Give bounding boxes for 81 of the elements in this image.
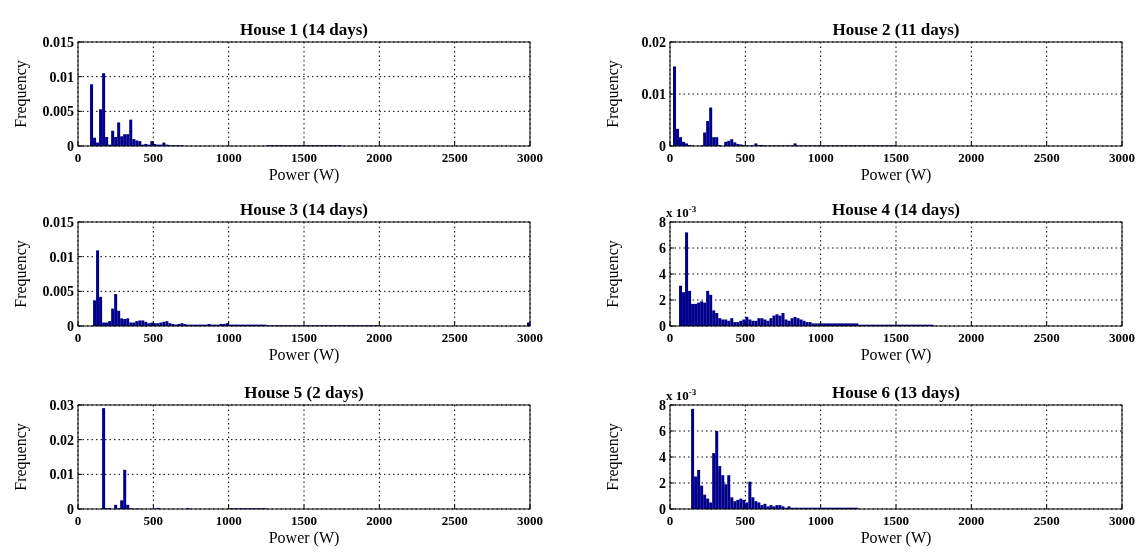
text: x 10$^{-3}$ xyxy=(666,204,697,220)
x-tick-label: 2000 xyxy=(958,150,985,165)
x-tick-label: 500 xyxy=(735,330,756,345)
x-tick-label: 1500 xyxy=(883,513,909,528)
x-tick-label: 2000 xyxy=(366,150,393,165)
x-tick-label: 2500 xyxy=(1033,150,1060,165)
y-tick-label: 0 xyxy=(67,502,74,517)
y-tick-label: 0.015 xyxy=(42,215,74,230)
y-tick-label: 0 xyxy=(659,139,666,154)
x-tick-label: 500 xyxy=(143,330,164,345)
x-axis-title: Power (W) xyxy=(860,346,932,364)
x-tick-label: 2500 xyxy=(441,330,468,345)
x-tick-label: 1000 xyxy=(215,330,242,345)
x-axis-title: Power (W) xyxy=(860,529,932,547)
chart-title: House 3 (14 days) xyxy=(240,200,368,219)
y-tick-label: 6 xyxy=(659,424,666,439)
x-tick-label: 500 xyxy=(735,513,756,528)
x-tick-label: 3000 xyxy=(517,150,543,165)
x-axis-title: Power (W) xyxy=(268,346,340,364)
y-tick-label: 0.01 xyxy=(49,249,74,265)
x-tick-label: 1000 xyxy=(807,330,834,345)
y-tick-label: 8 xyxy=(659,398,666,413)
x-tick-label: 500 xyxy=(143,150,164,165)
y-tick-label: 2 xyxy=(659,293,666,308)
x-tick-label: 3000 xyxy=(1109,513,1135,528)
x-tick-label: 500 xyxy=(143,513,164,528)
x-axis-title: Power (W) xyxy=(860,166,932,184)
x-tick-label: 1500 xyxy=(883,150,909,165)
x-tick-label: 1500 xyxy=(291,330,317,345)
x-tick-label: 2500 xyxy=(1033,330,1060,345)
y-tick-label: 0 xyxy=(659,502,666,517)
y-tick-label: 6 xyxy=(659,241,666,256)
chart-title: House 4 (14 days) xyxy=(832,200,960,219)
y-tick-label: 0 xyxy=(67,319,74,334)
y-axis-title: Frequency xyxy=(12,60,30,128)
x-tick-label: 1000 xyxy=(215,513,242,528)
x-tick-label: 3000 xyxy=(1109,330,1135,345)
x-tick-label: 2000 xyxy=(366,513,393,528)
x-tick-label: 2500 xyxy=(1033,513,1060,528)
y-tick-label: 0 xyxy=(659,319,666,334)
x-tick-label: 1500 xyxy=(291,513,317,528)
x-tick-label: 2000 xyxy=(366,330,393,345)
x-tick-label: 1000 xyxy=(807,513,834,528)
x-tick-label: 2500 xyxy=(441,513,468,528)
chart-title: House 2 (11 days) xyxy=(832,20,960,39)
y-tick-label: 0.01 xyxy=(641,87,666,102)
y-tick-label: 0.005 xyxy=(42,104,74,120)
x-tick-label: 3000 xyxy=(517,513,543,528)
x-tick-label: 1000 xyxy=(807,150,834,165)
y-axis-title: Frequency xyxy=(604,60,622,128)
y-tick-label: 0.02 xyxy=(49,432,74,448)
y-tick-label: 8 xyxy=(659,215,666,230)
chart-title: House 5 (2 days) xyxy=(244,383,364,402)
text: x 10$^{-3}$ xyxy=(666,387,697,403)
y-tick-label: 0.005 xyxy=(42,284,74,300)
y-axis-title: Frequency xyxy=(12,240,30,308)
x-tick-label: 2500 xyxy=(441,150,468,165)
y-axis-title: Frequency xyxy=(604,423,622,491)
chart-title: House 1 (14 days) xyxy=(240,20,368,39)
y-tick-label: 4 xyxy=(659,450,666,465)
x-tick-label: 2000 xyxy=(958,330,985,345)
x-tick-label: 3000 xyxy=(517,330,543,345)
x-tick-label: 1500 xyxy=(291,150,317,165)
x-axis-title: Power (W) xyxy=(268,529,340,547)
x-axis-title: Power (W) xyxy=(268,166,340,184)
x-tick-label: 1000 xyxy=(215,150,242,165)
y-tick-label: 0.015 xyxy=(42,35,74,50)
x-tick-label: 3000 xyxy=(1109,150,1135,165)
y-tick-label: 0.03 xyxy=(49,398,74,413)
y-tick-label: 0.01 xyxy=(49,69,74,85)
y-tick-label: 0.01 xyxy=(49,467,74,483)
y-axis-title: Frequency xyxy=(604,240,622,308)
y-tick-label: 2 xyxy=(659,476,666,491)
y-axis-title: Frequency xyxy=(12,423,30,491)
x-tick-label: 2000 xyxy=(958,513,985,528)
y-tick-label: 4 xyxy=(659,267,666,282)
chart-title: House 6 (13 days) xyxy=(832,383,960,402)
y-tick-label: 0.02 xyxy=(641,35,666,50)
x-tick-label: 500 xyxy=(735,150,756,165)
y-tick-label: 0 xyxy=(67,139,74,154)
x-tick-label: 1500 xyxy=(883,330,909,345)
